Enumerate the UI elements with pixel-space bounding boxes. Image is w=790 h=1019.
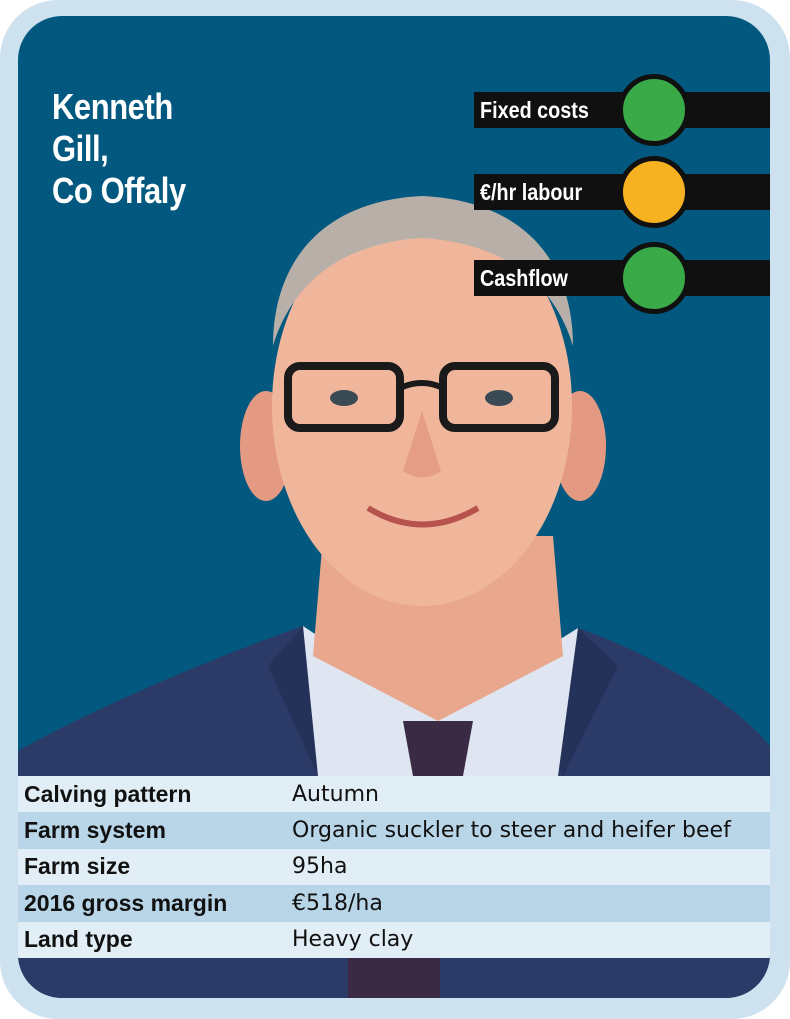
detail-value: 95ha <box>292 854 348 880</box>
traffic-light-icon <box>618 74 690 146</box>
farmer-name: Kenneth Gill, Co Offaly <box>52 86 186 212</box>
name-last: Gill, <box>52 128 109 169</box>
detail-value: Organic suckler to steer and heifer beef <box>292 818 731 844</box>
card-panel: Kenneth Gill, Co Offaly Fixed costs €/hr… <box>18 16 770 998</box>
detail-label: Land type <box>24 926 133 953</box>
indicator-fixed-costs: Fixed costs <box>474 74 770 146</box>
table-row: Land type Heavy clay <box>18 921 770 958</box>
table-row: Farm size 95ha <box>18 848 770 886</box>
traffic-light-icon <box>618 156 690 228</box>
name-first: Kenneth <box>52 86 173 127</box>
portrait-photo <box>18 196 770 998</box>
detail-label: 2016 gross margin <box>24 889 228 916</box>
indicator-label: Cashflow <box>480 265 568 291</box>
detail-label: Farm system <box>24 817 166 844</box>
indicator-cashflow: Cashflow <box>474 242 770 314</box>
detail-label: Farm size <box>24 853 131 880</box>
detail-value: Heavy clay <box>292 927 414 953</box>
farm-details-table: Calving pattern Autumn Farm system Organ… <box>18 776 770 958</box>
name-county: Co Offaly <box>52 170 186 211</box>
detail-value: €518/ha <box>292 890 383 916</box>
detail-label: Calving pattern <box>24 780 192 807</box>
traffic-light-icon <box>618 242 690 314</box>
detail-value: Autumn <box>292 781 379 807</box>
indicator-label: €/hr labour <box>480 179 583 205</box>
table-row: 2016 gross margin €518/ha <box>18 885 770 922</box>
indicator-labour: €/hr labour <box>474 156 770 228</box>
table-row: Farm system Organic suckler to steer and… <box>18 812 770 849</box>
indicator-label: Fixed costs <box>480 97 589 123</box>
table-row: Calving pattern Autumn <box>18 776 770 813</box>
